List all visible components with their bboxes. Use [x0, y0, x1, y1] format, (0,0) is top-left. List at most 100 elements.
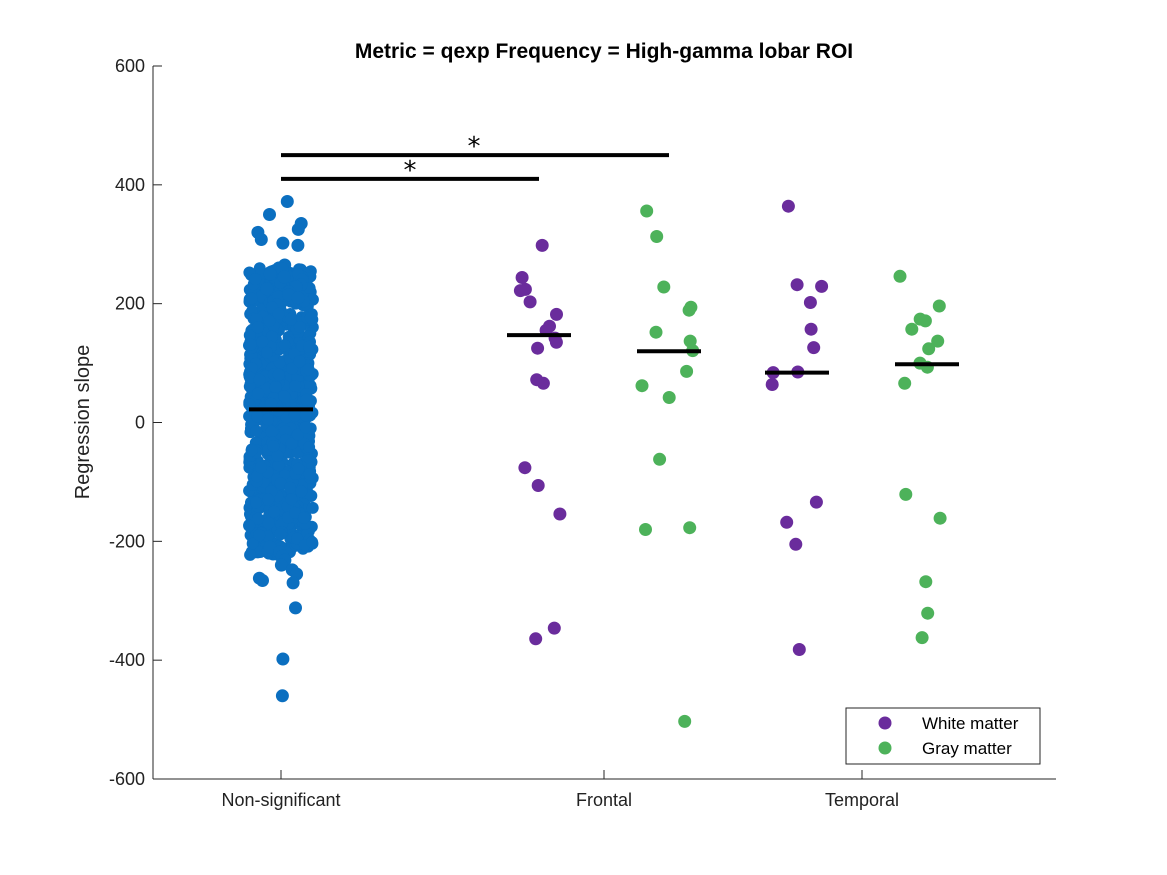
data-point [255, 461, 267, 474]
data-point [683, 521, 697, 535]
data-point [815, 279, 829, 293]
data-point [293, 321, 306, 333]
data-point [278, 339, 291, 352]
data-point [780, 515, 794, 529]
data-point [295, 485, 308, 498]
data-point [790, 278, 804, 292]
y-tick-label: 200 [115, 294, 145, 314]
y-tick-label: 400 [115, 175, 145, 195]
data-point [680, 364, 694, 378]
data-point [922, 342, 936, 356]
data-point [254, 233, 268, 246]
data-point [271, 449, 284, 462]
data-point [245, 362, 258, 375]
data-point [244, 338, 257, 351]
data-point [262, 517, 275, 530]
data-point [300, 393, 313, 406]
data-point [266, 330, 278, 343]
y-tick-label: 0 [135, 413, 145, 433]
data-point [515, 271, 529, 284]
data-point [765, 378, 779, 391]
data-point [931, 334, 945, 348]
data-point [251, 410, 264, 423]
plot-area: 600 400 200 0 -200 -400 -600 Non-significant Fro… [109, 56, 1056, 810]
data-point [251, 321, 264, 334]
data-point [244, 548, 257, 561]
data-point [899, 487, 913, 501]
data-point [274, 528, 287, 541]
data-point [275, 689, 289, 703]
data-point [277, 270, 291, 284]
y-tick-label: -400 [109, 650, 145, 670]
data-point [298, 511, 310, 524]
data-point [807, 341, 821, 355]
data-point [274, 477, 287, 490]
data-point [306, 536, 319, 549]
data-point [550, 307, 563, 321]
data-point [299, 409, 312, 422]
data-point [265, 397, 278, 410]
data-point [291, 446, 304, 459]
data-point [249, 273, 262, 286]
data-point [263, 314, 276, 327]
y-tick-label: -200 [109, 531, 145, 551]
data-point [893, 269, 907, 283]
legend: White matter Gray matter [845, 707, 1041, 765]
data-point [918, 314, 932, 328]
data-point [261, 346, 273, 359]
data-point [678, 714, 692, 728]
data-point [523, 295, 537, 309]
data-point [272, 368, 285, 381]
legend-marker [878, 741, 892, 755]
data-point [278, 390, 291, 403]
x-tick-label: Temporal [825, 790, 899, 810]
data-point [243, 380, 256, 393]
data-point [650, 230, 664, 243]
data-point [276, 236, 290, 250]
data-point [260, 282, 274, 296]
legend-box [845, 707, 1041, 765]
data-point [274, 558, 288, 572]
data-point [245, 444, 258, 457]
data-point [253, 529, 266, 542]
data-point [640, 204, 654, 218]
data-point [267, 440, 280, 452]
data-point [306, 501, 319, 514]
data-point [781, 199, 795, 213]
data-point [792, 643, 806, 656]
data-point [280, 195, 294, 208]
data-point [251, 470, 263, 483]
data-point [513, 284, 527, 298]
data-point [288, 409, 301, 422]
chart-title: Metric = qexp Frequency = High-gamma lob… [355, 40, 853, 63]
data-point [657, 280, 671, 294]
data-point [898, 376, 912, 390]
data-point [250, 496, 262, 509]
data-point [291, 222, 305, 236]
data-point [649, 325, 663, 339]
data-point [662, 391, 676, 404]
legend-label: White matter [922, 714, 1019, 733]
data-point [921, 606, 935, 620]
data-point [303, 441, 316, 453]
data-point [291, 428, 304, 441]
data-point [253, 262, 266, 275]
data-point [518, 461, 532, 475]
data-point [284, 481, 296, 494]
data-point [291, 291, 305, 305]
data-point [531, 341, 545, 355]
data-point [639, 523, 652, 536]
y-tick-label: -600 [109, 769, 145, 789]
data-point [252, 387, 265, 400]
data-point [293, 355, 306, 368]
y-axis-label: Regression slope [72, 345, 94, 500]
data-point [933, 511, 947, 525]
data-point [303, 340, 316, 353]
data-point [302, 363, 315, 376]
data-point [276, 652, 290, 666]
data-point [265, 425, 278, 438]
significance-marker: * [468, 132, 481, 162]
data-point [905, 322, 919, 336]
data-point [289, 506, 301, 519]
